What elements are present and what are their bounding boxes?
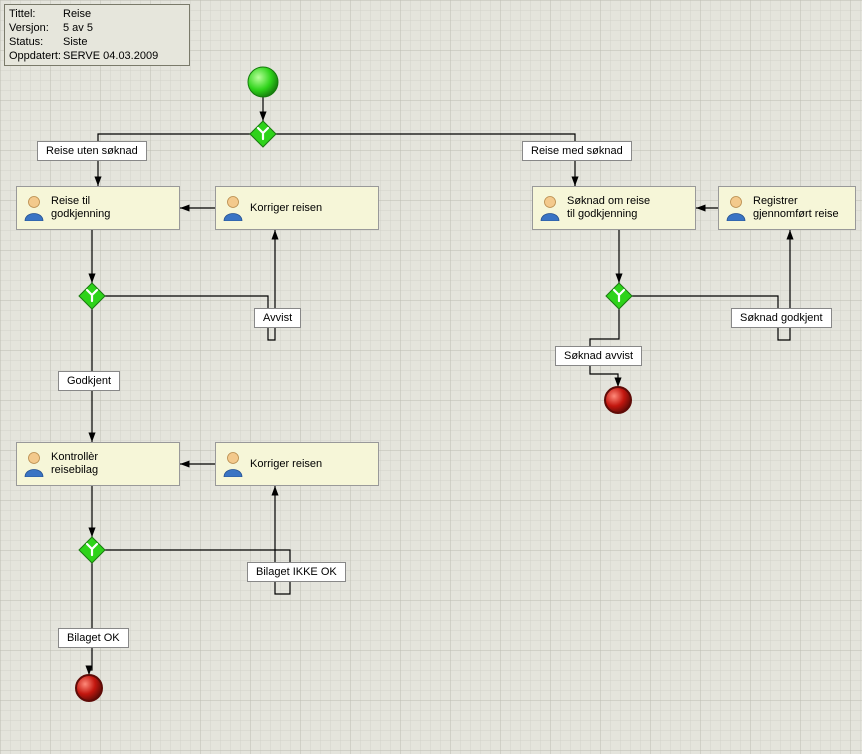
info-box: Tittel:ReiseVersjon:5 av 5Status:SisteOp… bbox=[4, 4, 190, 66]
edge-label-l_right: Reise med søknad bbox=[522, 141, 632, 161]
task-label: Korriger reisen bbox=[250, 202, 372, 215]
info-value: SERVE 04.03.2009 bbox=[63, 49, 158, 63]
edge-label-l_sokavv: Søknad avvist bbox=[555, 346, 642, 366]
user-icon bbox=[725, 195, 747, 221]
task-task1[interactable]: Reise tilgodkjenning bbox=[16, 186, 180, 230]
edge-label-l_avvist: Avvist bbox=[254, 308, 301, 328]
info-value: Siste bbox=[63, 35, 87, 49]
info-label: Versjon: bbox=[9, 21, 63, 35]
edge-label-l_bok: Bilaget OK bbox=[58, 628, 129, 648]
edge-label-l_ikkeok: Bilaget IKKE OK bbox=[247, 562, 346, 582]
task-task4[interactable]: Korriger reisen bbox=[215, 442, 379, 486]
task-label: Søknad om reisetil godkjenning bbox=[567, 195, 689, 221]
task-label: Reise tilgodkjenning bbox=[51, 195, 173, 221]
task-label: Korriger reisen bbox=[250, 458, 372, 471]
info-value: Reise bbox=[63, 7, 91, 21]
info-value: 5 av 5 bbox=[63, 21, 93, 35]
task-task3[interactable]: Kontrollèrreisebilag bbox=[16, 442, 180, 486]
task-task6[interactable]: Registrergjennomført reise bbox=[718, 186, 856, 230]
user-icon bbox=[222, 195, 244, 221]
task-label: Registrergjennomført reise bbox=[753, 195, 849, 221]
info-label: Tittel: bbox=[9, 7, 63, 21]
edge-label-l_sokgod: Søknad godkjent bbox=[731, 308, 832, 328]
task-label: Kontrollèrreisebilag bbox=[51, 451, 173, 477]
grid-background bbox=[0, 0, 862, 754]
edge-label-l_left: Reise uten søknad bbox=[37, 141, 147, 161]
user-icon bbox=[23, 451, 45, 477]
user-icon bbox=[222, 451, 244, 477]
info-label: Status: bbox=[9, 35, 63, 49]
task-task2[interactable]: Korriger reisen bbox=[215, 186, 379, 230]
user-icon bbox=[23, 195, 45, 221]
edge-label-l_godkj: Godkjent bbox=[58, 371, 120, 391]
info-label: Oppdatert: bbox=[9, 49, 63, 63]
user-icon bbox=[539, 195, 561, 221]
task-task5[interactable]: Søknad om reisetil godkjenning bbox=[532, 186, 696, 230]
